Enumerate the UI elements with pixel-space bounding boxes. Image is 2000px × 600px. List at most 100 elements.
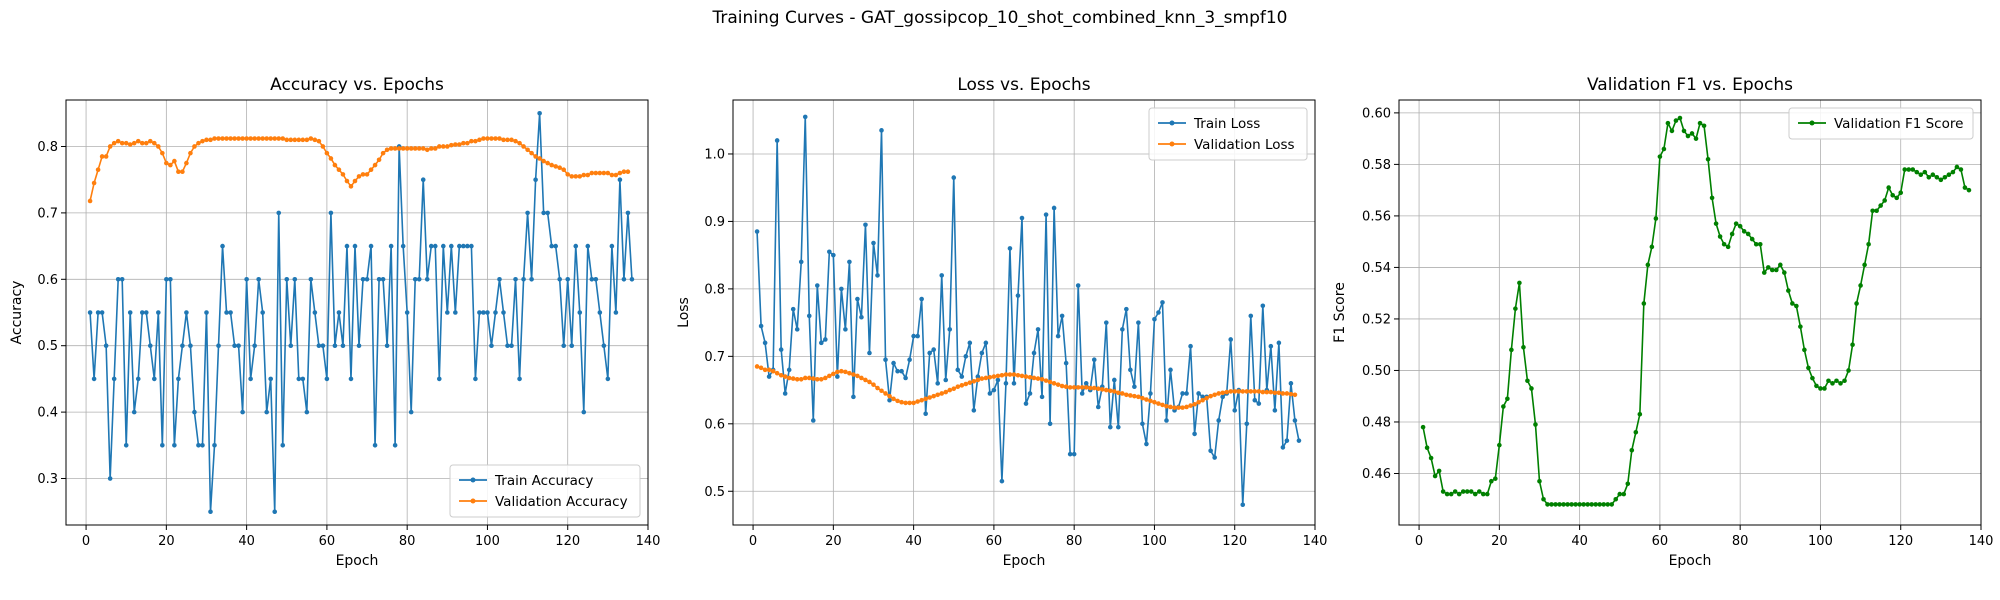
data-point: [127, 310, 133, 315]
data-point: [863, 222, 868, 228]
data-point: [1605, 502, 1611, 507]
data-point: [1954, 164, 1960, 170]
data-point: [609, 172, 615, 178]
data-point: [1862, 262, 1867, 268]
data-point: [879, 388, 884, 394]
data-point: [786, 375, 792, 381]
data-point: [895, 398, 900, 404]
data-point: [453, 310, 458, 315]
data-point: [1268, 389, 1274, 395]
data-point: [268, 376, 274, 382]
data-point: [1966, 187, 1972, 193]
data-point: [1248, 389, 1254, 394]
data-point: [987, 374, 993, 380]
data-point: [449, 243, 454, 249]
data-point: [176, 169, 181, 175]
data-point: [601, 343, 607, 349]
data-point: [951, 175, 957, 180]
data-point: [284, 277, 290, 282]
data-point: [1112, 389, 1117, 394]
data-point: [1910, 167, 1916, 172]
data-point: [1196, 399, 1201, 405]
data-point: [1501, 404, 1506, 409]
data-point: [1573, 502, 1578, 507]
data-point: [143, 140, 149, 146]
chart-title: Loss vs. Epochs: [957, 75, 1090, 95]
data-point: [1140, 421, 1145, 427]
data-point: [1802, 347, 1807, 353]
data-point: [284, 137, 290, 143]
data-point: [280, 443, 286, 448]
data-point: [412, 277, 418, 282]
x-tick-label: 20: [825, 534, 842, 549]
data-point: [975, 377, 981, 383]
chart-title: Validation F1 vs. Epochs: [1587, 75, 1793, 95]
data-point: [899, 368, 904, 374]
data-point: [843, 327, 848, 332]
data-point: [991, 387, 997, 393]
chart-title: Accuracy vs. Epochs: [270, 75, 444, 95]
data-point: [188, 150, 193, 156]
data-point: [1240, 502, 1246, 508]
data-point: [947, 387, 953, 393]
y-tick-label: 0.48: [1362, 415, 1391, 430]
data-point: [1902, 167, 1908, 172]
data-point: [1196, 391, 1201, 396]
data-point: [1212, 455, 1217, 460]
data-point: [774, 138, 780, 143]
y-tick-label: 0.46: [1362, 467, 1391, 482]
data-point: [188, 343, 193, 349]
data-point: [1083, 381, 1089, 386]
data-point: [1493, 476, 1498, 481]
data-point: [288, 343, 294, 349]
data-point: [192, 144, 197, 149]
data-point: [441, 144, 446, 149]
data-point: [581, 409, 587, 415]
data-point: [200, 138, 205, 144]
data-point: [1047, 379, 1053, 385]
y-tick-label: 0.54: [1362, 261, 1391, 276]
data-point: [1212, 392, 1217, 398]
data-point: [1537, 478, 1542, 484]
data-point: [859, 375, 864, 381]
data-point: [875, 385, 880, 391]
data-point: [847, 259, 852, 265]
data-point: [1468, 489, 1474, 494]
data-point: [372, 162, 378, 168]
x-tick-label: 0: [749, 534, 757, 549]
data-point: [1055, 382, 1061, 387]
data-point: [123, 443, 129, 448]
data-point: [481, 310, 486, 315]
data-point: [160, 150, 165, 156]
data-point: [895, 368, 900, 374]
data-point: [593, 170, 599, 176]
data-point: [1830, 381, 1835, 386]
data-point: [605, 170, 611, 176]
data-point: [328, 210, 334, 216]
data-point: [1288, 381, 1294, 386]
data-point: [316, 138, 322, 144]
data-point: [883, 357, 888, 363]
data-point: [99, 154, 105, 159]
data-point: [432, 243, 438, 249]
data-point: [256, 277, 261, 282]
data-point: [609, 243, 615, 249]
data-point: [1023, 401, 1029, 406]
data-point: [1476, 489, 1482, 494]
data-point: [1168, 367, 1173, 373]
data-point: [172, 158, 177, 164]
y-tick-label: 0.6: [37, 273, 58, 288]
data-point: [1272, 390, 1278, 396]
data-point: [1108, 388, 1113, 394]
data-point: [1011, 372, 1017, 377]
data-point: [336, 167, 342, 173]
data-point: [1051, 381, 1057, 386]
data-point: [252, 136, 257, 141]
data-point: [931, 347, 936, 352]
data-point: [1456, 491, 1462, 497]
data-point: [1713, 221, 1719, 226]
data-point: [224, 136, 229, 141]
data-point: [947, 327, 953, 332]
y-tick-label: 0.9: [704, 215, 725, 230]
data-point: [963, 354, 969, 359]
